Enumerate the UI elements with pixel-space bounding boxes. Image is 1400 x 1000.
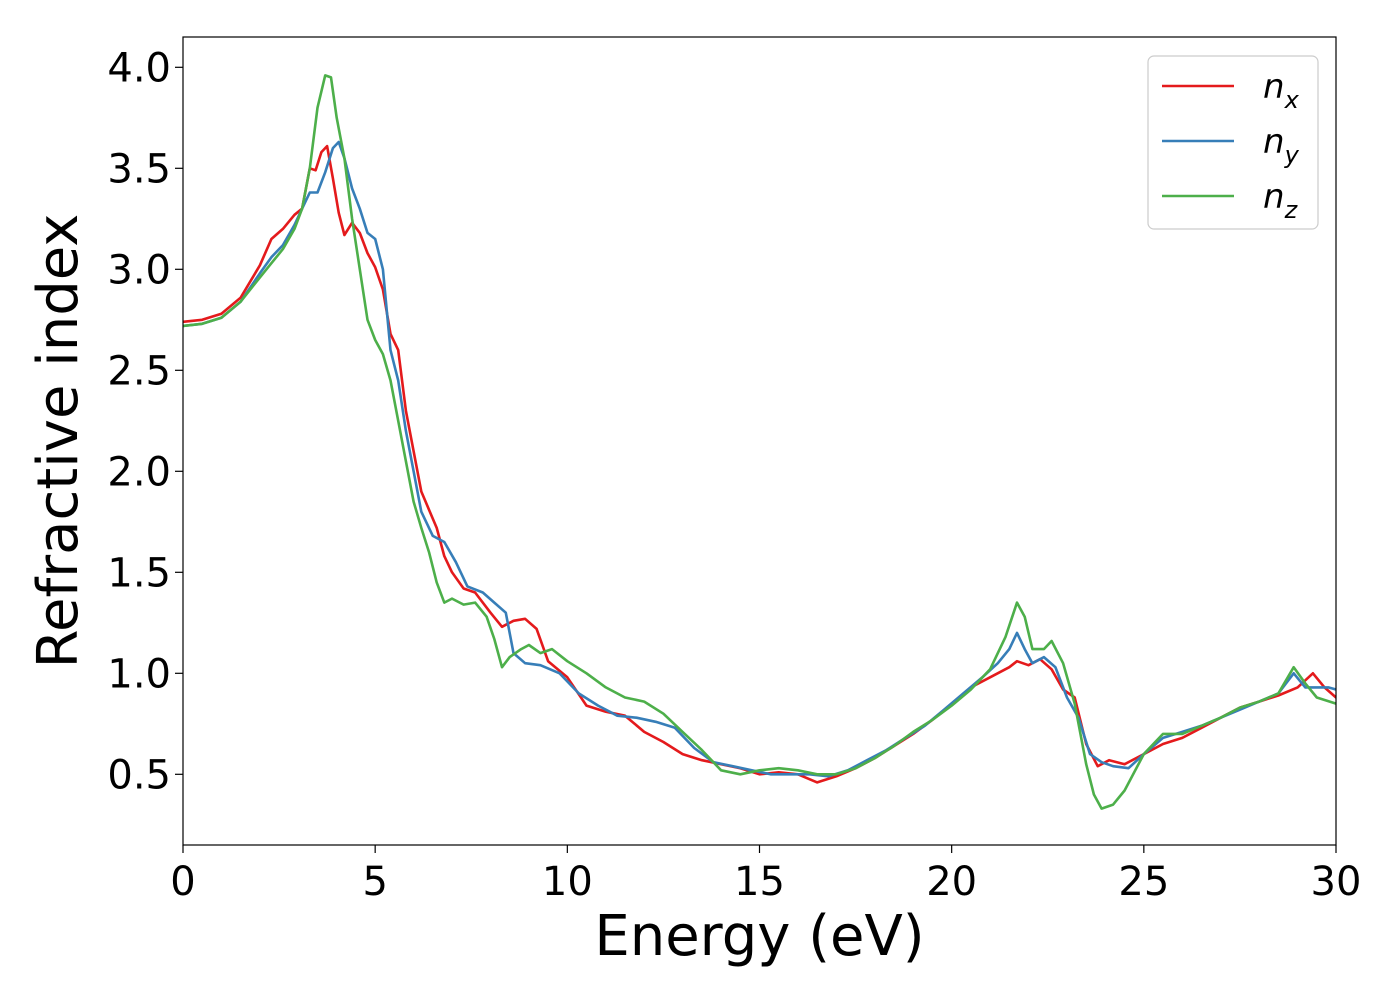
y-tick-label: 0.5 [107, 752, 171, 798]
legend-label-subscript: x [1284, 86, 1300, 114]
y-axis-label: Refractive index [26, 214, 91, 669]
legend-label-subscript: y [1284, 141, 1300, 169]
legend-label-main: n [1263, 177, 1285, 217]
legend-label-subscript: z [1284, 196, 1299, 224]
legend-frame [1147, 55, 1319, 230]
series-line-nz [183, 74, 1336, 810]
y-tick-label: 1.0 [107, 651, 171, 697]
series-layer [183, 74, 1336, 810]
y-tick-label: 1.5 [107, 550, 171, 596]
x-axis-ticks: 0 5 10 15 20 25 30 [170, 845, 1361, 905]
y-tick-label: 3.5 [107, 146, 171, 192]
x-axis-label: Energy (eV) [594, 904, 924, 969]
x-tick-label: 10 [542, 859, 593, 905]
y-axis-ticks: 0.5 1.0 1.5 2.0 2.5 3.0 3.5 4.0 [107, 45, 183, 798]
y-tick-label: 2.0 [107, 449, 171, 495]
x-tick-label: 30 [1311, 859, 1362, 905]
y-tick-label: 4.0 [107, 45, 171, 91]
x-tick-label: 15 [734, 859, 785, 905]
x-tick-label: 0 [170, 859, 195, 905]
x-tick-label: 5 [362, 859, 387, 905]
y-tick-label: 2.5 [107, 348, 171, 394]
legend-label-main: n [1263, 67, 1285, 107]
x-tick-label: 25 [1118, 859, 1169, 905]
legend-label-ny: ny [1263, 122, 1300, 169]
legend-label-nx: nx [1263, 67, 1300, 114]
y-tick-label: 3.0 [107, 247, 171, 293]
legend-label-nz: nz [1263, 177, 1299, 224]
legend-label-main: n [1263, 122, 1285, 162]
series-line-nx [183, 144, 1336, 784]
x-tick-label: 20 [926, 859, 977, 905]
